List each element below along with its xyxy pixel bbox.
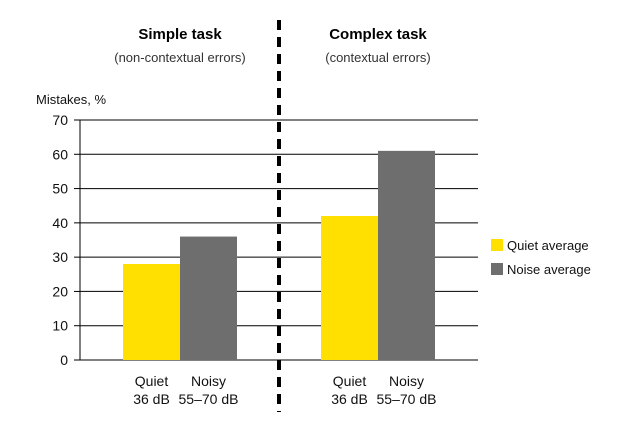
panel-subtitle: (contextual errors) xyxy=(325,50,430,65)
x-category-label: Quiet xyxy=(333,373,367,389)
x-category-label: Noisy xyxy=(191,373,226,389)
x-category-sublabel: 36 dB xyxy=(331,391,368,407)
y-tick-label: 10 xyxy=(52,318,68,334)
y-tick-label: 70 xyxy=(52,112,68,128)
panel-title: Simple task xyxy=(138,26,222,43)
bar-noise xyxy=(378,150,435,360)
legend-label: Quiet average xyxy=(507,238,589,253)
y-tick-label: 50 xyxy=(52,181,68,197)
y-tick-label: 40 xyxy=(52,215,68,231)
y-tick-label: 60 xyxy=(52,146,68,162)
bar-quiet xyxy=(123,264,180,360)
legend-label: Noise average xyxy=(507,262,591,277)
y-tick-label: 30 xyxy=(52,249,68,265)
x-category-sublabel: 55–70 dB xyxy=(377,391,437,407)
x-category-sublabel: 36 dB xyxy=(133,391,170,407)
y-axis-label: Mistakes, % xyxy=(36,92,107,107)
panel-subtitle: (non-contextual errors) xyxy=(114,50,246,65)
x-category-sublabel: 55–70 dB xyxy=(179,391,239,407)
y-tick-label: 0 xyxy=(60,352,68,368)
bar-quiet xyxy=(321,216,378,360)
legend-swatch-noise xyxy=(491,263,503,275)
x-category-label: Quiet xyxy=(135,373,169,389)
legend-swatch-quiet xyxy=(491,239,503,251)
bar-noise xyxy=(180,236,237,360)
panel-title: Complex task xyxy=(329,26,427,43)
y-tick-label: 20 xyxy=(52,283,68,299)
x-category-label: Noisy xyxy=(389,373,424,389)
